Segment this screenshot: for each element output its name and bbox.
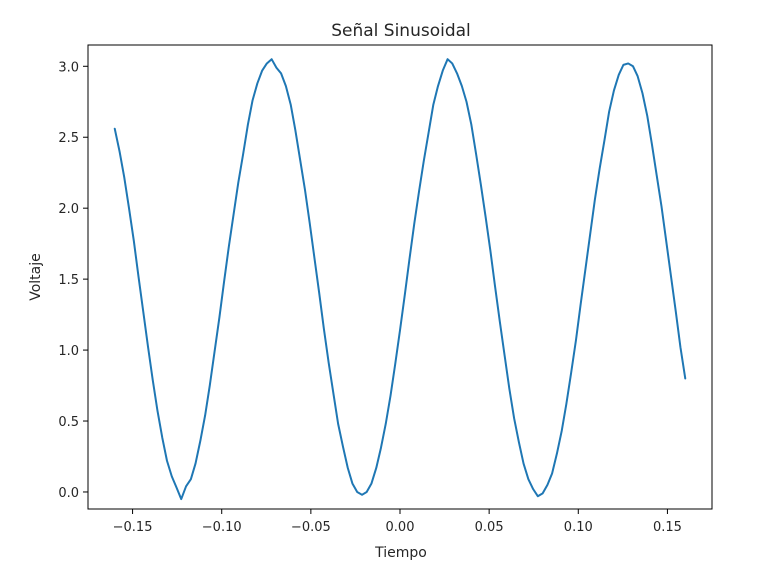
- y-axis: 0.0 0.5 1.0 1.5 2.0 2.5 3.0: [58, 60, 88, 501]
- y-tick-label: 0.0: [58, 486, 79, 501]
- x-axis-label: Tiempo: [374, 545, 427, 561]
- x-tick-label: 0.00: [386, 520, 415, 535]
- plot-area: [87, 44, 713, 510]
- x-tick-label: 0.05: [475, 520, 504, 535]
- y-tick-label: 1.5: [58, 273, 79, 288]
- chart-title: Señal Sinusoidal: [331, 21, 471, 41]
- y-axis-label: Voltaje: [28, 253, 44, 301]
- x-tick-label: −0.15: [113, 520, 153, 535]
- y-tick-label: 0.5: [58, 415, 79, 430]
- y-tick-label: 3.0: [58, 60, 79, 75]
- y-tick-label: 1.0: [58, 344, 79, 359]
- x-tick-label: −0.10: [202, 520, 242, 535]
- y-tick-label: 2.0: [58, 202, 79, 217]
- x-axis: −0.15 −0.10 −0.05 0.00 0.05 0.10 0.15: [113, 509, 682, 535]
- x-tick-label: −0.05: [291, 520, 331, 535]
- x-tick-label: 0.10: [564, 520, 593, 535]
- signal-line: [113, 58, 687, 501]
- x-tick-label: 0.15: [653, 520, 682, 535]
- y-tick-label: 2.5: [58, 131, 79, 146]
